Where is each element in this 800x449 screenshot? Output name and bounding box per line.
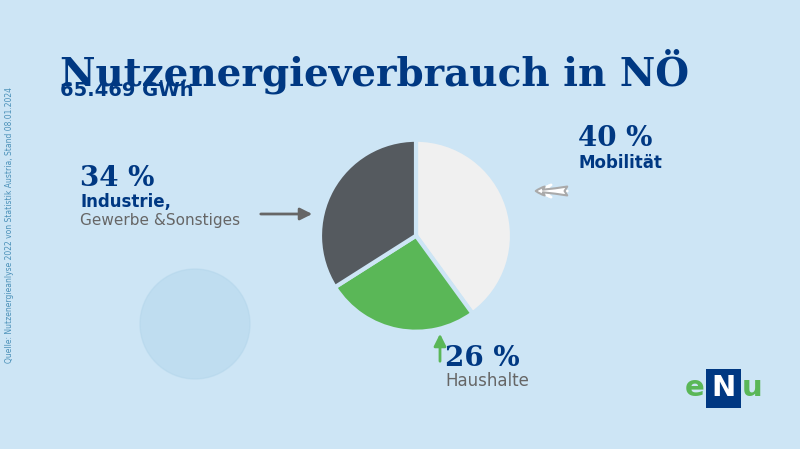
Text: 34 %: 34 % <box>80 166 154 193</box>
Text: 40 %: 40 % <box>578 126 652 153</box>
Text: Haushalte: Haushalte <box>445 372 529 390</box>
Text: 26 %: 26 % <box>445 345 520 373</box>
Text: Mobilität: Mobilität <box>578 154 662 172</box>
Text: Gewerbe &Sonstiges: Gewerbe &Sonstiges <box>80 214 240 229</box>
Text: Industrie,: Industrie, <box>80 193 171 211</box>
Wedge shape <box>320 140 416 287</box>
Circle shape <box>140 269 250 379</box>
FancyArrowPatch shape <box>538 185 567 197</box>
Text: e: e <box>685 374 704 402</box>
Text: 65.469 GWh: 65.469 GWh <box>60 81 194 100</box>
Wedge shape <box>416 140 512 313</box>
Text: Nutzenergieverbrauch in NÖ: Nutzenergieverbrauch in NÖ <box>60 49 689 94</box>
Text: Quelle: Nutzenergieanlyse 2022 von Statistik Austria, Stand 08.01.2024: Quelle: Nutzenergieanlyse 2022 von Stati… <box>6 87 14 363</box>
Wedge shape <box>335 236 473 332</box>
Text: u: u <box>742 374 762 402</box>
Text: N: N <box>712 374 736 402</box>
